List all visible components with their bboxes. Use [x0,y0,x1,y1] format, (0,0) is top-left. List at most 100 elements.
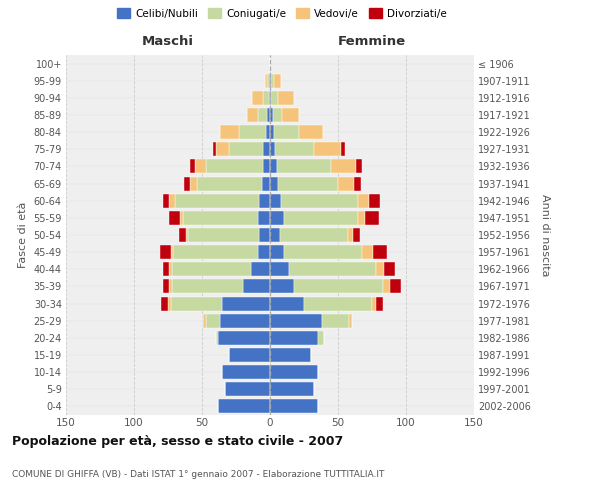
Bar [270,280,295,293]
Bar [258,108,267,122]
Bar [295,280,383,293]
Bar [215,142,229,156]
Bar [172,280,243,293]
Bar [373,245,387,259]
Bar [274,125,299,139]
Bar [270,142,275,156]
Text: COMUNE DI GHIFFA (VB) - Dati ISTAT 1° gennaio 2007 - Elaborazione TUTTITALIA.IT: COMUNE DI GHIFFA (VB) - Dati ISTAT 1° ge… [12,470,385,479]
Bar [270,331,317,345]
Bar [169,194,175,207]
Bar [356,160,362,173]
Bar [215,331,218,345]
Bar [263,91,269,105]
Bar [190,160,195,173]
Bar [376,296,383,310]
Bar [355,176,361,190]
Bar [273,108,282,122]
Bar [270,365,317,379]
Bar [161,296,168,310]
Bar [258,211,270,225]
Bar [206,160,263,173]
Bar [299,125,323,139]
Bar [389,280,401,293]
Bar [265,74,267,88]
Bar [225,382,270,396]
Bar [338,176,355,190]
Bar [284,245,362,259]
Bar [277,160,331,173]
Bar [220,125,239,139]
Y-axis label: Anni di nascita: Anni di nascita [541,194,550,276]
Bar [281,194,358,207]
Bar [270,91,271,105]
Bar [169,262,172,276]
Bar [314,142,341,156]
Bar [372,296,376,310]
Bar [347,228,353,242]
Bar [349,314,352,328]
Bar [163,194,169,207]
Bar [172,262,251,276]
Bar [206,314,220,328]
Bar [258,245,270,259]
Bar [376,262,384,276]
Bar [229,142,263,156]
Bar [239,125,266,139]
Bar [197,176,262,190]
Bar [169,211,180,225]
Text: Popolazione per età, sesso e stato civile - 2007: Popolazione per età, sesso e stato civil… [12,435,343,448]
Bar [213,142,215,156]
Bar [262,176,270,190]
Bar [341,142,345,156]
Bar [253,91,263,105]
Bar [270,194,281,207]
Bar [317,331,325,345]
Bar [184,176,190,190]
Bar [220,314,270,328]
Bar [362,245,373,259]
Bar [270,296,304,310]
Text: Maschi: Maschi [142,35,194,48]
Bar [280,228,347,242]
Bar [223,365,270,379]
Bar [267,108,270,122]
Bar [218,331,270,345]
Bar [259,194,270,207]
Bar [383,280,389,293]
Bar [384,262,395,276]
Bar [278,176,338,190]
Bar [353,228,360,242]
Bar [269,91,270,105]
Bar [278,91,295,105]
Bar [180,211,183,225]
Bar [266,125,270,139]
Bar [160,245,171,259]
Bar [269,74,270,88]
Bar [169,280,172,293]
Bar [218,400,270,413]
Bar [188,228,259,242]
Bar [270,314,322,328]
Bar [270,125,274,139]
Bar [190,176,197,190]
Bar [270,228,280,242]
Bar [270,245,284,259]
Bar [304,296,372,310]
Bar [171,245,173,259]
Bar [270,262,289,276]
Bar [171,296,223,310]
Bar [270,348,311,362]
Bar [284,211,358,225]
Bar [275,142,314,156]
Bar [270,74,271,88]
Bar [185,228,188,242]
Bar [331,160,356,173]
Bar [179,228,185,242]
Bar [270,108,273,122]
Bar [195,160,206,173]
Bar [247,108,258,122]
Bar [289,262,376,276]
Bar [282,108,299,122]
Bar [369,194,380,207]
Bar [271,91,278,105]
